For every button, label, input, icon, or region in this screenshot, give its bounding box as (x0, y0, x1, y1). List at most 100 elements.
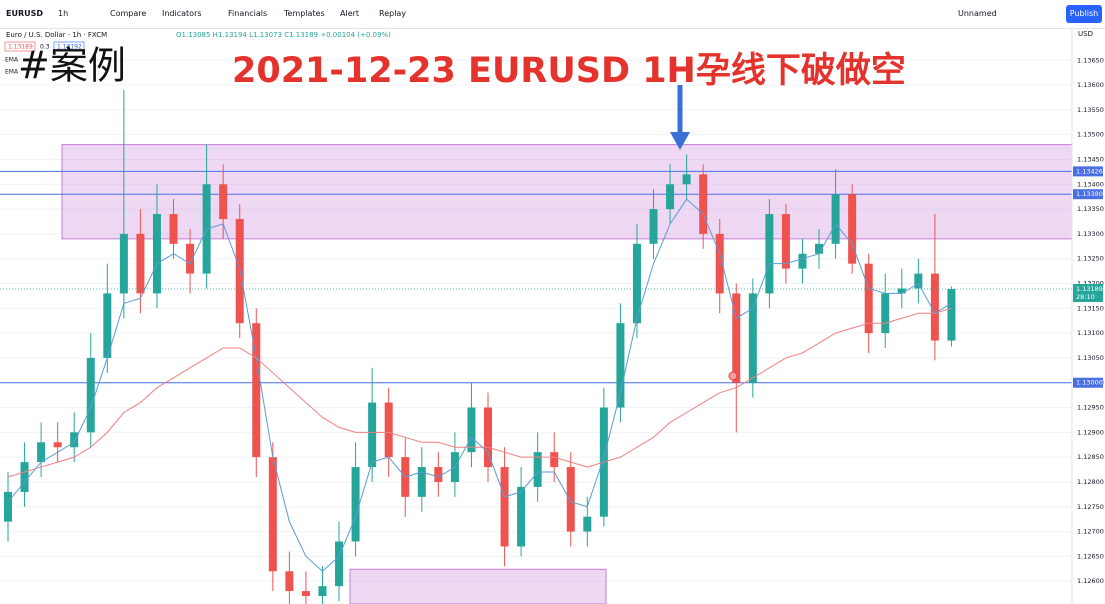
candle-body (186, 243, 195, 274)
y-tick-label: 1.13450 (1077, 155, 1104, 163)
y-tick-label: 1.12600 (1077, 577, 1104, 585)
candle-body (864, 263, 873, 334)
y-tick-label: 1.13600 (1077, 81, 1104, 89)
zone (349, 568, 607, 604)
level-label: 1.13426 (1076, 167, 1103, 175)
zone (61, 144, 1072, 240)
candle-body (252, 323, 261, 458)
candle-body (765, 214, 774, 294)
ask: 1.13192 (57, 44, 82, 51)
candle-body (37, 442, 46, 463)
candle-body (715, 233, 724, 294)
candle-body (268, 457, 277, 572)
candle-body (748, 293, 757, 383)
candle-body (815, 243, 824, 254)
y-tick-label: 1.12950 (1077, 404, 1104, 412)
candle-body (566, 467, 575, 532)
candle-body (831, 194, 840, 244)
candle-body (649, 209, 658, 244)
ema-line (7, 307, 952, 478)
y-tick-label: 1.13250 (1077, 255, 1104, 263)
y-tick-label: 1.12750 (1077, 503, 1104, 511)
ema-label: EMA (5, 57, 19, 64)
candle-body (434, 467, 443, 482)
candle-body (152, 214, 161, 294)
candle-body (384, 402, 393, 458)
bid-box (4, 41, 36, 52)
candle-body (550, 452, 559, 468)
candle-body (732, 293, 741, 383)
candle-body (881, 293, 890, 334)
candle-body (666, 184, 675, 210)
y-tick-label: 1.12850 (1077, 453, 1104, 461)
candle-body (136, 233, 145, 294)
marker (728, 371, 738, 381)
candle-body (500, 467, 509, 547)
series-title: Euro / U.S. Dollar · 1h · FXCM (6, 31, 107, 39)
y-tick-label: 1.12650 (1077, 552, 1104, 560)
candle-body (368, 402, 377, 468)
candle-body (285, 571, 294, 592)
layout-name[interactable]: Unnamed (958, 9, 997, 18)
candle-body (70, 432, 79, 448)
y-tick-label: 1.12900 (1077, 428, 1104, 436)
ema-label: EMA (5, 69, 19, 76)
replay[interactable]: Replay (379, 9, 407, 18)
candle-body (632, 243, 641, 324)
candle-body (533, 452, 542, 487)
compare[interactable]: Compare (110, 9, 147, 18)
alert[interactable]: Alert (340, 9, 360, 18)
ask-box (53, 41, 85, 52)
y-tick-label: 1.13500 (1077, 131, 1104, 139)
interval[interactable]: 1h (58, 9, 69, 18)
indicators[interactable]: Indicators (162, 9, 202, 18)
ema-line (7, 198, 952, 572)
candle-body (897, 288, 906, 294)
publish-button[interactable]: Publish (1066, 5, 1102, 23)
candle-body (682, 174, 691, 185)
level-tag (1073, 166, 1103, 177)
candle-body (301, 591, 310, 597)
currency[interactable]: USD (1078, 30, 1093, 38)
candle-body (930, 273, 939, 341)
y-tick-label: 1.13050 (1077, 354, 1104, 362)
toolbar: EURUSD 1h Compare Indicators Financials … (0, 0, 1105, 29)
y-tick-label: 1.13650 (1077, 56, 1104, 64)
templates[interactable]: Templates (284, 9, 325, 18)
candle-body (335, 541, 344, 587)
level-tag (1073, 377, 1103, 388)
y-tick-label: 1.12700 (1077, 528, 1104, 536)
financials[interactable]: Financials (228, 9, 268, 18)
candle-body (798, 253, 807, 269)
candle-body (616, 323, 625, 408)
candle-body (699, 174, 708, 234)
candle-body (517, 486, 526, 547)
candle-body (947, 288, 956, 341)
symbol[interactable]: EURUSD (6, 9, 44, 18)
candle-body (417, 467, 426, 497)
candle-body (169, 214, 178, 244)
y-tick-label: 1.13100 (1077, 329, 1104, 337)
y-tick-label: 1.13400 (1077, 180, 1104, 188)
level-label: 1.13000 (1076, 379, 1103, 387)
last-price-tag (1073, 283, 1103, 302)
y-tick-label: 1.13200 (1077, 280, 1104, 288)
level-label: 1.13380 (1076, 190, 1103, 198)
candle-body (914, 273, 923, 289)
candle-body (467, 407, 476, 453)
ohlc: O1.13085 H1.13194 L1.13073 C1.13189 +0.0… (176, 31, 391, 39)
arrow-head (670, 132, 690, 150)
candle-body (583, 516, 592, 532)
y-tick-label: 1.13300 (1077, 230, 1104, 238)
candle-body (219, 184, 228, 220)
candle-body (484, 407, 492, 468)
candle-body (848, 194, 857, 264)
candle-body (103, 293, 112, 358)
y-tick-label: 1.12800 (1077, 478, 1104, 486)
last-price-label: 1.13189 (1076, 285, 1103, 293)
candle-body (781, 214, 790, 269)
level-tag (1073, 189, 1103, 200)
y-tick-label: 1.13150 (1077, 304, 1104, 312)
